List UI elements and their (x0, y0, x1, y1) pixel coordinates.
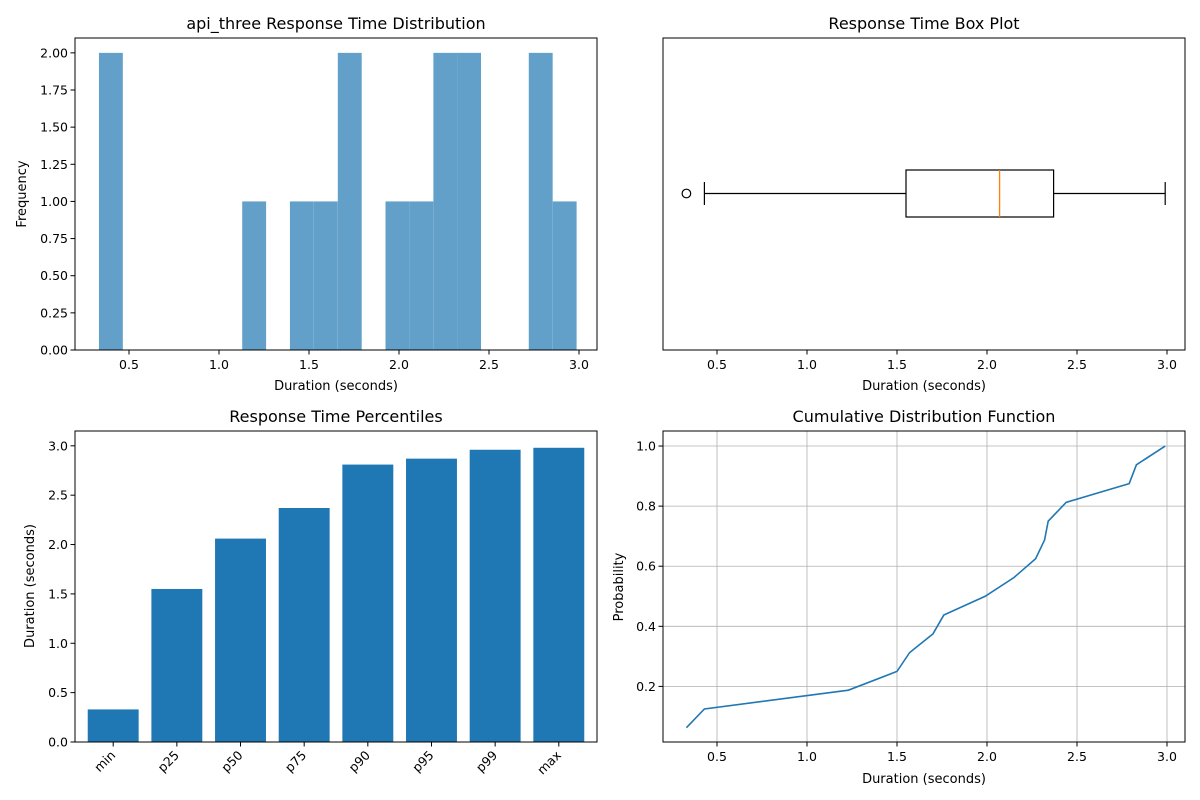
percentile-bar-p99 (469, 449, 521, 742)
cdf-title: Cumulative Distribution Function (793, 407, 1056, 426)
histogram-x-tick-label: 3.0 (569, 357, 589, 372)
percentile-bar-p25 (151, 588, 203, 742)
percentile-frame (74, 430, 598, 743)
cdf-y-axis-label: Probability (612, 552, 627, 621)
histogram-bar (385, 201, 410, 350)
boxplot-x-tick-label: 2.0 (977, 357, 997, 372)
percentile-panel: Response Time Percentiles min p25 p50 p75 p9… (23, 407, 598, 777)
histogram-y-tick-label: 0.50 (40, 268, 68, 283)
histogram-x-tick-label: 2.0 (389, 357, 409, 372)
cdf-x-tick-label: 2.5 (1067, 749, 1087, 764)
histogram-x-tick-label: 0.5 (119, 357, 139, 372)
percentile-y-tick-label: 2.5 (48, 488, 68, 503)
histogram-bar (337, 52, 362, 350)
histogram-y-axis-label: Frequency (15, 160, 30, 227)
histogram-y-tick-label: 0.00 (40, 343, 68, 358)
histogram-y-tick-label: 1.50 (40, 120, 68, 135)
cdf-frame (662, 430, 1186, 743)
histogram-bar (433, 52, 458, 350)
boxplot-x-tick-label: 2.5 (1067, 357, 1087, 372)
histogram-bar (98, 52, 123, 350)
cdf-x-tick-label: 1.0 (797, 749, 817, 764)
boxplot-panel: Response Time Box Plot 0.5 1.0 1.5 2.0 2.5 3.… (662, 14, 1186, 394)
cdf-y-tick-label: 0.6 (636, 559, 656, 574)
percentile-y-tick-label: 1.0 (48, 636, 68, 651)
cdf-y-tick-label: 0.4 (636, 619, 656, 634)
histogram-bar (313, 201, 338, 350)
cdf-x-tick-label: 0.5 (707, 749, 727, 764)
histogram-panel: api_three Response Time Distribution 0.5… (15, 14, 598, 394)
cdf-y-tick-label: 0.2 (636, 679, 656, 694)
histogram-x-tick-label: 1.5 (299, 357, 319, 372)
cdf-x-tick-label: 3.0 (1157, 749, 1177, 764)
histogram-bar (528, 52, 553, 350)
cdf-y-tick-label: 1.0 (636, 439, 656, 454)
boxplot-box (905, 169, 1055, 218)
cdf-y-tick-label: 0.8 (636, 499, 656, 514)
percentile-title: Response Time Percentiles (229, 407, 442, 426)
histogram-title: api_three Response Time Distribution (186, 14, 485, 34)
histogram-y-tick-label: 1.00 (40, 194, 68, 209)
cdf-x-tick-label: 1.5 (887, 749, 907, 764)
histogram-bar (289, 201, 314, 350)
histogram-y-tick-label: 1.25 (40, 157, 68, 172)
percentile-y-axis-label: Duration (seconds) (23, 524, 38, 648)
histogram-y-tick-label: 0.25 (40, 305, 68, 320)
percentile-y-tick-label: 0.0 (48, 735, 68, 750)
boxplot-outlier (681, 188, 692, 199)
percentile-bar-min (87, 709, 139, 742)
cdf-x-axis-label: Duration (seconds) (862, 772, 986, 787)
cdf-line (685, 445, 1166, 729)
percentile-y-tick-label: 1.5 (48, 586, 68, 601)
histogram-x-tick-label: 2.5 (479, 357, 499, 372)
histogram-bar (409, 201, 434, 350)
percentile-bar-max (533, 447, 585, 742)
cdf-panel: Cumulative Distribution Function 0.5 1.0 1… (612, 407, 1186, 787)
boxplot-x-tick-label: 3.0 (1157, 357, 1177, 372)
percentile-bar-p90 (342, 464, 394, 742)
boxplot-x-tick-label: 0.5 (707, 357, 727, 372)
histogram-y-tick-label: 2.00 (40, 45, 68, 60)
boxplot-frame (662, 37, 1186, 351)
histogram-bar (552, 201, 577, 350)
boxplot-x-tick-label: 1.0 (797, 357, 817, 372)
percentile-y-tick-label: 2.0 (48, 537, 68, 552)
histogram-frame (74, 37, 598, 351)
percentile-bar-p95 (406, 458, 457, 742)
cdf-x-tick-label: 2.0 (977, 749, 997, 764)
histogram-bar (457, 52, 482, 350)
percentile-y-tick-label: 3.0 (48, 438, 68, 453)
percentile-y-tick-label: 0.5 (48, 685, 68, 700)
percentile-bar-p50 (215, 538, 266, 742)
boxplot-x-tick-label: 1.5 (887, 357, 907, 372)
histogram-y-tick-label: 1.75 (40, 83, 68, 98)
histogram-bar (242, 201, 267, 350)
histogram-y-tick-label: 0.75 (40, 231, 68, 246)
histogram-x-axis-label: Duration (seconds) (274, 379, 398, 394)
boxplot-x-axis-label: Duration (seconds) (862, 379, 986, 394)
percentile-bar-p75 (278, 508, 330, 742)
boxplot-title: Response Time Box Plot (828, 14, 1019, 33)
histogram-x-tick-label: 1.0 (209, 357, 229, 372)
